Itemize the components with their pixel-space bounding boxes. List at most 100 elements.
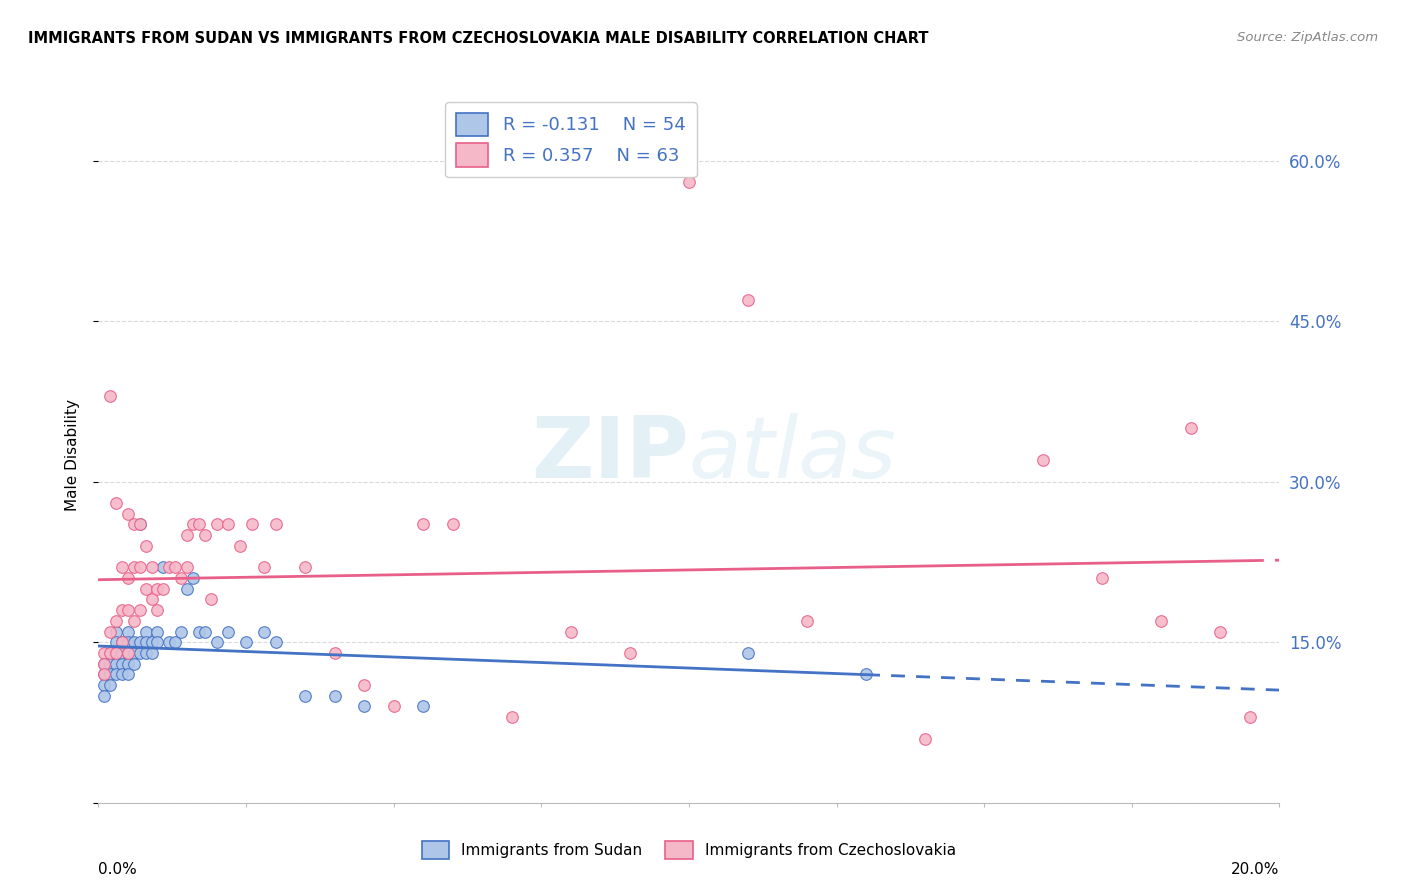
Point [105, 635, 128, 649]
Point [98, 678, 121, 692]
Point [98, 657, 121, 671]
Point [135, 635, 157, 649]
Point [93, 646, 115, 660]
Point [217, 517, 239, 532]
Point [187, 624, 209, 639]
Point [1091, 571, 1114, 585]
Point [93, 667, 115, 681]
Point [111, 603, 134, 617]
Point [165, 635, 187, 649]
Point [117, 603, 139, 617]
Point [294, 560, 316, 574]
Point [229, 539, 252, 553]
Point [501, 710, 523, 724]
Text: IMMIGRANTS FROM SUDAN VS IMMIGRANTS FROM CZECHOSLOVAKIA MALE DISABILITY CORRELAT: IMMIGRANTS FROM SUDAN VS IMMIGRANTS FROM… [28, 31, 928, 46]
Point [105, 496, 128, 510]
Point [253, 624, 276, 639]
Point [111, 635, 134, 649]
Point [117, 657, 139, 671]
Point [122, 517, 145, 532]
Point [111, 667, 134, 681]
Point [128, 517, 150, 532]
Point [128, 646, 150, 660]
Point [217, 624, 239, 639]
Point [117, 624, 139, 639]
Point [105, 614, 128, 628]
Point [146, 635, 169, 649]
Point [146, 624, 169, 639]
Point [253, 560, 276, 574]
Text: 0.0%: 0.0% [98, 862, 138, 877]
Point [98, 624, 121, 639]
Text: Source: ZipAtlas.com: Source: ZipAtlas.com [1237, 31, 1378, 45]
Point [93, 667, 115, 681]
Point [170, 571, 193, 585]
Point [117, 571, 139, 585]
Point [98, 646, 121, 660]
Point [412, 517, 434, 532]
Point [141, 560, 163, 574]
Point [382, 699, 405, 714]
Point [170, 624, 193, 639]
Point [93, 657, 115, 671]
Point [205, 517, 228, 532]
Point [353, 699, 375, 714]
Point [128, 517, 150, 532]
Text: ZIP: ZIP [531, 413, 689, 497]
Point [111, 657, 134, 671]
Point [1180, 421, 1202, 435]
Point [737, 293, 759, 307]
Point [200, 592, 222, 607]
Point [122, 614, 145, 628]
Point [323, 646, 346, 660]
Point [111, 635, 134, 649]
Point [128, 560, 150, 574]
Point [235, 635, 257, 649]
Point [194, 624, 217, 639]
Point [152, 560, 174, 574]
Point [122, 560, 145, 574]
Point [1032, 453, 1054, 467]
Point [146, 603, 169, 617]
Point [117, 646, 139, 660]
Legend: Immigrants from Sudan, Immigrants from Czechoslovakia: Immigrants from Sudan, Immigrants from C… [416, 835, 962, 864]
Point [181, 517, 204, 532]
Point [98, 389, 121, 403]
Point [187, 517, 209, 532]
Point [264, 635, 287, 649]
Point [117, 646, 139, 660]
Point [135, 539, 157, 553]
Point [122, 657, 145, 671]
Point [105, 624, 128, 639]
Point [105, 667, 128, 681]
Point [117, 667, 139, 681]
Point [122, 646, 145, 660]
Point [141, 646, 163, 660]
Point [157, 560, 180, 574]
Point [111, 560, 134, 574]
Point [141, 592, 163, 607]
Text: 20.0%: 20.0% [1232, 862, 1279, 877]
Point [181, 571, 204, 585]
Point [93, 657, 115, 671]
Point [135, 646, 157, 660]
Point [105, 657, 128, 671]
Point [855, 667, 877, 681]
Point [128, 635, 150, 649]
Point [157, 635, 180, 649]
Point [441, 517, 464, 532]
Point [128, 603, 150, 617]
Point [240, 517, 263, 532]
Point [560, 624, 582, 639]
Point [117, 507, 139, 521]
Point [294, 689, 316, 703]
Point [176, 528, 198, 542]
Point [122, 635, 145, 649]
Point [146, 582, 169, 596]
Point [205, 635, 228, 649]
Point [194, 528, 217, 542]
Point [1209, 624, 1232, 639]
Point [176, 582, 198, 596]
Y-axis label: Male Disability: Male Disability [65, 399, 80, 511]
Point [1239, 710, 1261, 724]
